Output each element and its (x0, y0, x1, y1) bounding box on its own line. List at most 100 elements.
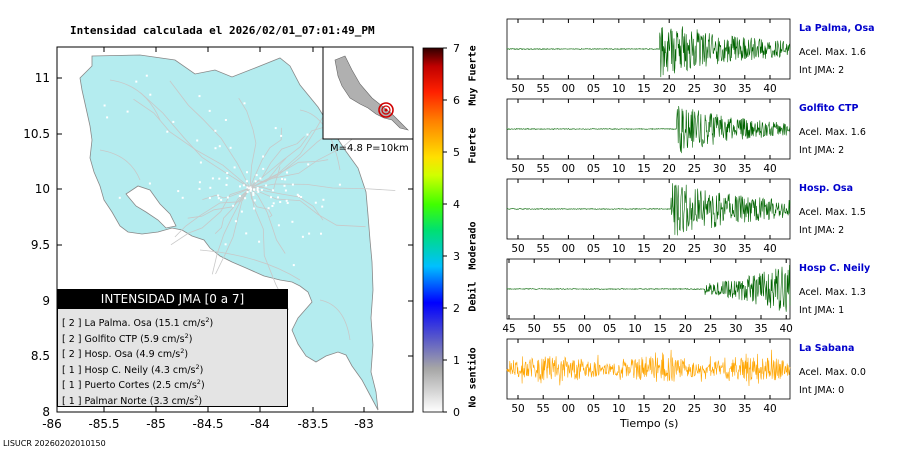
lon-tick-label: -86 (42, 417, 62, 431)
time-tick-label: 00 (562, 163, 575, 175)
time-tick-label: 15 (637, 403, 650, 415)
scale-label-debil: Debil (467, 281, 479, 312)
time-tick-label: 00 (578, 323, 591, 335)
legend-row: [ 1 ] Hosp C. Neily (4.3 cm/s2) (58, 360, 287, 376)
time-tick-label: 40 (763, 403, 776, 415)
map-axes: 11 10.5 10 9.5 9 8.5 8-86 -85.5 -85 -84.5 -84 -83.5… (23, 47, 413, 431)
seismogram-panel: 50 55 00 05 10 15 20 25 30 35 40 (506, 18, 791, 95)
lat-tick-label: 10 (35, 182, 50, 196)
station-acel: Acel. Max. 0.0 (799, 367, 866, 378)
station-name: Golfito CTP (799, 103, 859, 114)
waveform-trace (506, 105, 791, 154)
time-tick-label: 40 (763, 243, 776, 255)
time-tick-label: 30 (713, 163, 726, 175)
time-tick-label: 25 (688, 83, 701, 95)
time-tick-label: 00 (562, 83, 575, 95)
time-tick-label: 20 (663, 243, 676, 255)
station-name: Hosp. Osa (799, 183, 853, 194)
time-tick-label: 55 (553, 323, 566, 335)
scale-tick-label: 4 (453, 198, 460, 211)
legend-close: ) (188, 333, 193, 345)
legend-row: [ 1 ] Palmar Norte (3.3 cm/s2) (58, 391, 287, 407)
time-tick-label: 55 (537, 83, 550, 95)
legend-close: ) (184, 349, 189, 361)
legend-station-name: Golfito CTP (84, 333, 138, 345)
time-tick-label: 10 (612, 163, 625, 175)
legend-value: (2.5 cm/s (152, 380, 197, 392)
legend-level: [ 2 ] (62, 349, 82, 361)
time-tick-label: 25 (688, 403, 701, 415)
time-tick-label: 35 (738, 163, 751, 175)
seismogram-panel: 50 55 00 05 10 15 20 25 30 35 40 (506, 178, 791, 255)
time-tick-label: 10 (612, 243, 625, 255)
time-tick-label: 05 (587, 403, 600, 415)
legend-row: [ 2 ] Golfito CTP (5.9 cm/s2) (58, 329, 287, 345)
legend-station-name: Puerto Cortes (84, 380, 150, 392)
lat-tick-label: 9 (42, 294, 50, 308)
time-tick-label: 20 (663, 163, 676, 175)
inset-magnitude: M=4.8 P=10km (330, 143, 409, 154)
location-inset (322, 46, 414, 140)
scale-label-no-sentido: No sentido (467, 347, 479, 408)
legend-exponent: 2 (195, 362, 200, 371)
legend-level: [ 1 ] (62, 395, 82, 407)
time-tick-label: 35 (738, 403, 751, 415)
time-tick-label: 20 (679, 323, 692, 335)
legend-level: [ 2 ] (62, 333, 82, 345)
lon-tick-label: -84.5 (192, 417, 223, 431)
legend-level: [ 2 ] (62, 318, 82, 330)
legend-close: ) (198, 395, 203, 407)
town-dots (103, 72, 356, 267)
time-tick-label: 00 (562, 243, 575, 255)
legend-station-name: Hosp. Osa (84, 349, 133, 361)
station-name: La Sabana (799, 343, 855, 354)
time-tick-label: 35 (738, 83, 751, 95)
time-tick-label: 40 (763, 163, 776, 175)
legend-exponent: 2 (196, 378, 201, 386)
legend-exponent: 2 (205, 316, 210, 324)
legend-exponent: 2 (184, 331, 189, 340)
station-acel: Acel. Max. 1.5 (799, 207, 866, 218)
legend-station-name: La Palma. Osa (84, 318, 152, 330)
time-tick-label: 25 (688, 243, 701, 255)
time-axis-label: Tiempo (s) (620, 417, 679, 430)
time-tick-label: 30 (713, 243, 726, 255)
station-intensity: Int JMA: 2 (799, 65, 845, 76)
legend-level: [ 1 ] (62, 364, 82, 376)
time-tick-label: 40 (763, 83, 776, 95)
waveform-trace (506, 183, 791, 236)
station-acel: Acel. Max. 1.6 (799, 127, 866, 138)
legend-value: (4.3 cm/s (151, 364, 196, 376)
lon-tick-label: -85.5 (88, 417, 119, 431)
time-tick-label: 30 (713, 403, 726, 415)
footer-id: LISUCR 20260202010150 (3, 439, 106, 448)
time-tick-label: 55 (537, 163, 550, 175)
time-tick-label: 05 (587, 83, 600, 95)
legend-row: [ 2 ] La Palma. Osa (15.1 cm/s2) (58, 313, 287, 329)
waveform-trace (506, 349, 791, 387)
intensity-color-scale (422, 47, 444, 413)
time-tick-label: 10 (628, 323, 641, 335)
time-tick-label: 25 (688, 163, 701, 175)
station-name: La Palma, Osa (799, 23, 875, 34)
station-name: Hosp C. Neily (799, 263, 871, 274)
lat-tick-label: 9.5 (31, 238, 50, 252)
station-intensity: Int JMA: 2 (799, 225, 845, 236)
lat-tick-label: 8 (42, 405, 50, 419)
legend-value: (3.3 cm/s (149, 395, 195, 407)
time-tick-label: 35 (754, 323, 767, 335)
time-tick-label: 45 (502, 323, 515, 335)
lat-tick-label: 8.5 (31, 349, 50, 363)
legend-row: [ 2 ] Hosp. Osa (4.9 cm/s2) (58, 344, 287, 360)
time-tick-label: 15 (654, 323, 667, 335)
waveform-trace (506, 264, 791, 312)
time-tick-label: 40 (780, 323, 793, 335)
time-tick-label: 05 (587, 163, 600, 175)
station-intensity: Int JMA: 2 (799, 145, 845, 156)
time-tick-label: 20 (663, 83, 676, 95)
legend-title: INTENSIDAD JMA [0 a 7] (58, 290, 287, 309)
scale-label-muy-fuerte: Muy Fuerte (467, 45, 479, 106)
seismogram-panel: 45 50 55 00 05 10 15 20 25 30 35 40 (502, 258, 793, 335)
legend-value: (15.1 cm/s (154, 318, 206, 330)
time-tick-label: 35 (738, 243, 751, 255)
